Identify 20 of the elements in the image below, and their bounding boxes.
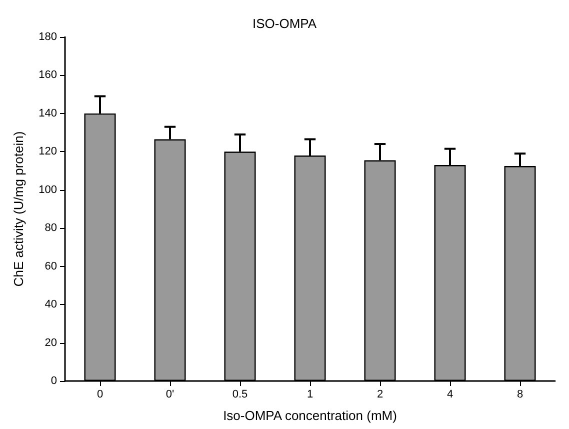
x-tick-label: 4 — [446, 388, 454, 400]
x-tick-label: 0' — [166, 388, 174, 400]
y-tick-label: 0 — [50, 375, 57, 387]
y-tick-label: 60 — [44, 260, 57, 272]
y-axis-title: ChE activity (U/mg protein) — [11, 131, 26, 287]
x-tick-label: 0 — [96, 388, 104, 400]
x-tick-label: 2 — [376, 388, 384, 400]
x-tick-label: 8 — [516, 388, 524, 400]
y-tick-label: 120 — [38, 146, 57, 158]
y-tick-label: 140 — [38, 107, 57, 120]
y-tick-label: 100 — [38, 184, 57, 196]
x-tick-label: 1 — [306, 388, 314, 400]
x-axis-title: Iso-OMPA concentration (mM) — [223, 408, 397, 423]
y-tick-label: 180 — [38, 31, 57, 43]
y-tick-label: 40 — [44, 298, 57, 311]
y-tick-label: 20 — [44, 336, 57, 349]
y-tick-label: 80 — [44, 222, 57, 234]
x-tick-label: 0.5 — [232, 388, 248, 400]
y-tick-label: 160 — [38, 69, 57, 82]
chart-title: ISO-OMPA — [252, 16, 317, 31]
